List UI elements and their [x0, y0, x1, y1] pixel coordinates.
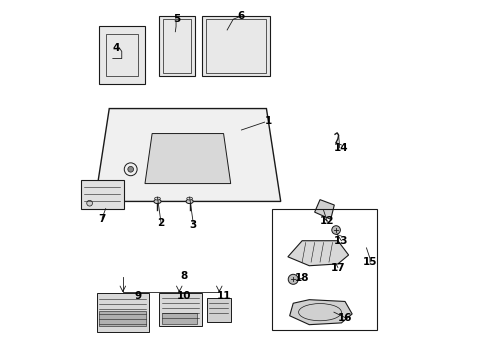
Text: 6: 6 — [238, 11, 245, 21]
Polygon shape — [95, 109, 281, 202]
Polygon shape — [81, 180, 123, 208]
Text: 13: 13 — [334, 236, 349, 246]
Polygon shape — [288, 241, 348, 266]
Ellipse shape — [155, 197, 160, 200]
Bar — [162, 313, 197, 324]
Polygon shape — [98, 26, 145, 84]
Polygon shape — [159, 16, 195, 76]
Text: 12: 12 — [320, 216, 334, 226]
Text: 3: 3 — [190, 220, 197, 230]
Ellipse shape — [154, 199, 161, 203]
Bar — [207, 297, 231, 322]
Polygon shape — [290, 300, 352, 325]
Bar — [97, 293, 148, 332]
Text: 9: 9 — [134, 291, 142, 301]
Text: 10: 10 — [177, 291, 192, 301]
Text: 11: 11 — [216, 291, 231, 301]
Bar — [272, 208, 377, 330]
Polygon shape — [145, 134, 231, 184]
Text: 4: 4 — [113, 43, 120, 53]
Text: 2: 2 — [157, 218, 165, 228]
Bar — [159, 293, 202, 327]
Text: 5: 5 — [173, 14, 181, 24]
Ellipse shape — [187, 197, 193, 200]
Text: 7: 7 — [98, 214, 106, 224]
Circle shape — [288, 274, 298, 284]
Text: 16: 16 — [338, 312, 352, 323]
Text: 18: 18 — [295, 273, 309, 283]
Text: 17: 17 — [331, 262, 345, 273]
Text: 14: 14 — [334, 143, 349, 153]
Circle shape — [332, 226, 341, 234]
Circle shape — [128, 166, 134, 172]
Ellipse shape — [186, 199, 193, 203]
Bar — [99, 311, 146, 326]
Circle shape — [87, 201, 93, 206]
Polygon shape — [315, 200, 334, 219]
Text: 15: 15 — [363, 257, 377, 267]
Text: 1: 1 — [265, 116, 272, 126]
Polygon shape — [202, 16, 270, 76]
Text: 8: 8 — [181, 271, 188, 282]
